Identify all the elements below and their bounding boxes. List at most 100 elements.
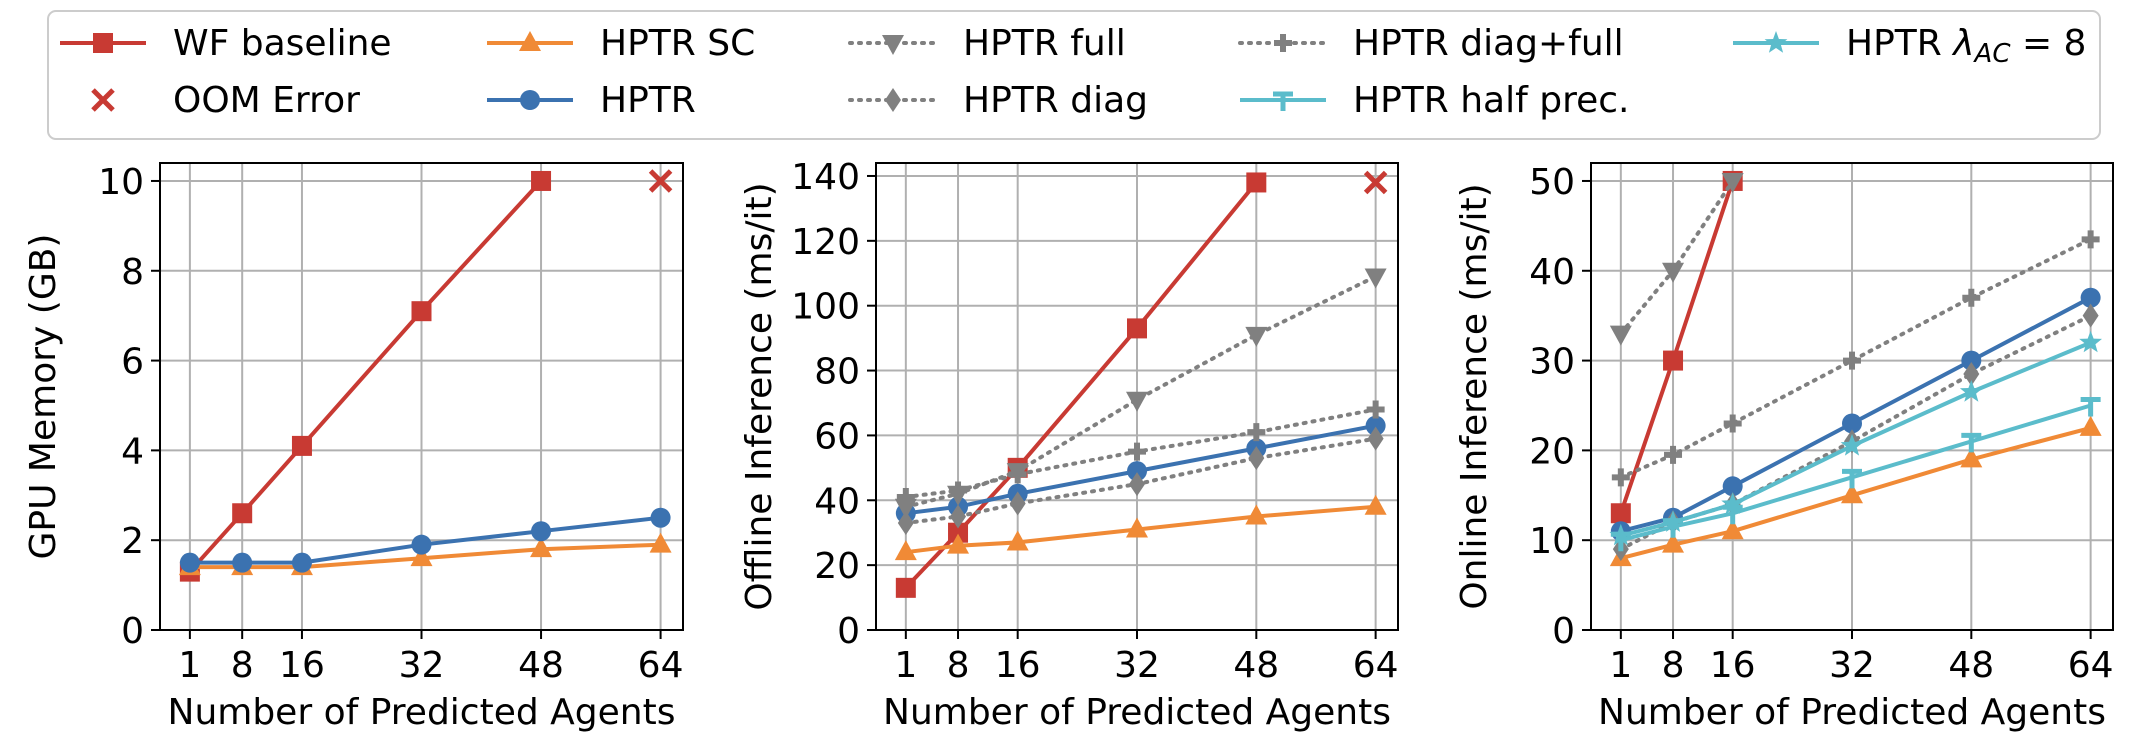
data-point-sc	[1006, 530, 1029, 551]
x-tick-label: 48	[518, 645, 564, 686]
series-line-diag	[1618, 313, 2093, 552]
data-point-full	[1245, 326, 1268, 347]
data-point-half	[1842, 468, 1862, 489]
data-point-sc	[410, 546, 433, 567]
data-point-wf	[895, 577, 916, 598]
data-point-sc	[1245, 504, 1268, 525]
y-tick-label: 50	[1529, 162, 1575, 203]
data-point-diagfull	[1008, 465, 1027, 484]
y-tick-label: 0	[837, 611, 860, 652]
legend-label-diag: HPTR diag	[963, 80, 1148, 121]
x-tick-label: 64	[2068, 645, 2114, 686]
data-point-hptr	[1961, 350, 1982, 371]
series-diagfull	[1611, 230, 2100, 487]
data-point-wf	[411, 301, 432, 322]
data-point-diagfull	[1247, 423, 1266, 442]
legend-marker-hptr	[520, 90, 540, 110]
y-tick-label: 0	[121, 611, 144, 652]
series-full	[1609, 172, 1744, 346]
y-tick-label: 30	[1529, 342, 1575, 383]
legend-entry-diagfull: HPTR diag+full	[1238, 23, 1624, 64]
x-tick-label: 48	[1233, 645, 1279, 686]
y-tick-label: 140	[791, 157, 860, 198]
legend-marker-sc	[519, 31, 541, 51]
legend-label-oom: OOM Error	[173, 80, 360, 121]
series-line-full	[1618, 179, 1735, 336]
data-point-sc	[1662, 532, 1685, 553]
data-point-wf	[948, 522, 969, 543]
series-line-sc	[905, 504, 1376, 555]
data-point-diagfull	[896, 488, 915, 507]
data-point-hptr	[179, 552, 200, 573]
x-tick-label: 16	[1710, 645, 1756, 686]
data-point-full	[894, 498, 917, 519]
x-tick-label: 1	[1609, 645, 1632, 686]
data-point-hptr	[1722, 476, 1743, 497]
data-point-sc	[2079, 415, 2102, 436]
data-point-lac	[2079, 330, 2102, 353]
chart-panel-3: 1 8 16 32 48 64 0 10 20 30 40 50 Number of Predicted…	[1454, 162, 2114, 733]
data-point-wf	[1246, 172, 1267, 193]
data-point-sc	[530, 537, 553, 558]
data-point-oom	[1363, 170, 1388, 195]
series-line-full	[903, 274, 1378, 509]
data-point-diag	[1129, 472, 1145, 497]
data-point-wf	[1610, 503, 1631, 524]
data-point-diagfull	[1843, 351, 1861, 370]
series-line-half	[1620, 403, 2092, 543]
legend-marker-full	[882, 35, 904, 55]
data-point-diag	[950, 504, 967, 529]
y-axis-label: Offline Inference (ms/it)	[739, 182, 780, 610]
legend-marker-wf	[93, 33, 113, 53]
legend-label-half: HPTR half prec.	[1353, 80, 1629, 121]
data-point-sc	[1721, 519, 1744, 540]
x-tick-label: 1	[894, 645, 917, 686]
y-tick-label: 0	[1552, 611, 1575, 652]
data-point-wf	[232, 503, 253, 524]
data-point-wf	[1127, 318, 1147, 339]
data-point-wf	[1663, 350, 1684, 371]
data-point-diagfull	[2081, 230, 2100, 249]
legend-marker-diag	[885, 88, 901, 112]
legend-entry-full: HPTR full	[848, 23, 1126, 64]
data-point-diag	[1367, 426, 1384, 451]
x-tick-label: 64	[638, 645, 684, 686]
data-point-hptr	[2080, 287, 2101, 308]
data-point-sc	[894, 540, 917, 561]
legend-marker-diagfull	[1274, 34, 1292, 52]
data-point-lac	[1959, 380, 1983, 402]
x-tick-label: 8	[231, 645, 254, 686]
data-point-diag	[1248, 446, 1265, 471]
data-point-full	[1126, 391, 1148, 412]
legend-label-diagfull: HPTR diag+full	[1353, 23, 1624, 64]
x-tick-label: 1	[178, 645, 201, 686]
y-tick-label: 20	[814, 546, 860, 587]
y-tick-label: 100	[791, 287, 860, 328]
data-point-sc	[1126, 517, 1148, 538]
legend-entry-sc: HPTR SC	[487, 23, 755, 64]
chart-panel-2: 1 8 16 32 48 64 0 20 40 60 80 100 120 140 Number of Pr…	[739, 157, 1399, 733]
series-oom	[1363, 170, 1388, 195]
y-tick-label: 8	[121, 252, 144, 293]
data-point-lac	[1609, 523, 1633, 546]
data-point-sc	[1364, 494, 1387, 515]
y-tick-label: 10	[98, 162, 144, 203]
x-tick-label: 32	[399, 645, 445, 686]
x-tick-label: 8	[1662, 645, 1685, 686]
data-point-diag	[1009, 491, 1026, 516]
data-point-hptr	[1127, 461, 1147, 482]
legend-label-lac: HPTR λAC = 8	[1846, 23, 2086, 69]
x-tick-label: 16	[995, 645, 1041, 686]
data-point-sc	[649, 532, 672, 553]
data-point-diagfull	[1611, 468, 1630, 487]
legend-label-wf: WF baseline	[173, 23, 392, 64]
y-tick-label: 20	[1529, 431, 1575, 472]
data-point-full	[1364, 268, 1387, 289]
x-tick-label: 64	[1353, 645, 1399, 686]
data-point-hptr	[531, 521, 552, 542]
x-tick-label: 32	[1114, 645, 1160, 686]
y-tick-label: 2	[121, 521, 144, 562]
y-tick-label: 4	[121, 431, 144, 472]
